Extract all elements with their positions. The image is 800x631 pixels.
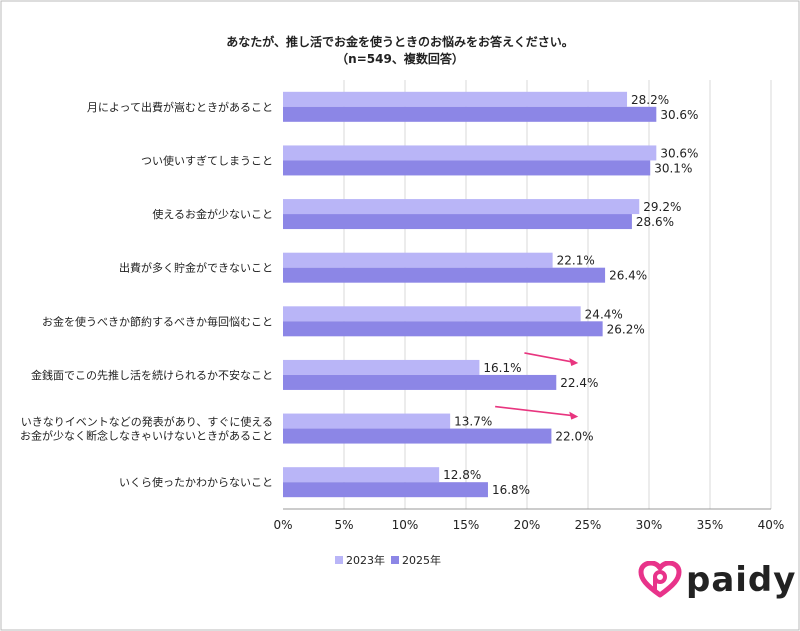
category-label-6-line-0: いきなりイベントなどの発表があり、すぐに使える xyxy=(21,415,273,429)
highlight-arrow-line-5 xyxy=(524,352,573,363)
bar-2023-3 xyxy=(283,252,553,268)
value-label-2023-3: 22.1% xyxy=(557,254,595,268)
bar-2025-1 xyxy=(283,160,651,176)
bar-2023-4 xyxy=(283,306,581,322)
chart-title: あなたが、推し活でお金を使うときのお悩みをお答えください。 xyxy=(226,35,574,49)
highlight-arrow-head-6 xyxy=(569,411,579,420)
value-label-2023-1: 30.6% xyxy=(660,146,698,160)
category-label-6-line-1: お金が少なく断念しなきゃいけないときがあること xyxy=(20,429,273,443)
category-label-2: 使えるお金が少ないこと xyxy=(152,207,273,221)
x-tick-label-15: 15% xyxy=(453,518,480,532)
category-label-1: つい使いすぎてしまうこと xyxy=(141,153,273,167)
value-label-2023-6: 13.7% xyxy=(454,415,492,429)
category-label-5: 金銭面でこの先推し活を続けられるか不安なこと xyxy=(31,368,273,382)
paidy-logo: paidy xyxy=(638,560,796,600)
legend-label-2025: 2025年 xyxy=(402,554,441,567)
legend-label-2023: 2023年 xyxy=(346,554,385,567)
x-tick-label-35: 35% xyxy=(697,518,724,532)
bar-2023-6 xyxy=(283,413,451,429)
highlight-arrow-head-5 xyxy=(569,357,579,366)
highlight-arrow-line-6 xyxy=(495,405,573,417)
value-label-2025-4: 26.2% xyxy=(607,322,645,336)
paidy-logo-text: paidy xyxy=(686,560,797,600)
value-label-2025-2: 28.6% xyxy=(636,215,674,229)
paidy-logo-icon xyxy=(638,561,682,598)
bar-2025-2 xyxy=(283,214,632,230)
value-label-2023-5: 16.1% xyxy=(483,361,521,375)
bar-2025-7 xyxy=(283,482,488,498)
chart-subtitle: （n=549、複数回答） xyxy=(336,52,464,66)
category-label-0: 月によって出費が嵩むときがあること xyxy=(87,100,273,114)
bar-2025-6 xyxy=(283,428,552,444)
value-label-2023-7: 12.8% xyxy=(443,468,481,482)
category-label-3: 出費が多く貯金ができないこと xyxy=(119,261,273,275)
bar-2025-4 xyxy=(283,321,603,337)
category-label-7: いくら使ったかわからないこと xyxy=(119,476,273,489)
value-label-2025-3: 26.4% xyxy=(609,269,647,283)
value-label-2023-4: 24.4% xyxy=(585,307,623,321)
value-label-2025-7: 16.8% xyxy=(492,483,530,497)
category-label-4: お金を使うべきか節約するべきか毎回悩むこと xyxy=(42,314,273,328)
legend-item-2023: 2023年 xyxy=(335,552,385,568)
value-label-2025-1: 30.1% xyxy=(654,161,692,175)
bar-2023-1 xyxy=(283,145,657,161)
bar-2025-5 xyxy=(283,374,557,390)
bar-2025-3 xyxy=(283,267,606,283)
bar-2023-7 xyxy=(283,467,440,483)
bar-2023-5 xyxy=(283,359,480,375)
x-tick-label-5: 5% xyxy=(334,518,353,532)
bar-2025-0 xyxy=(283,106,657,122)
value-label-2023-0: 28.2% xyxy=(631,93,669,107)
legend: 2023年 2025年 xyxy=(335,552,441,568)
x-tick-label-0: 0% xyxy=(273,518,292,532)
bar-2023-2 xyxy=(283,199,640,215)
value-label-2023-2: 29.2% xyxy=(643,200,681,214)
value-label-2025-5: 22.4% xyxy=(560,376,598,390)
legend-swatch-2023 xyxy=(335,556,343,564)
value-label-2025-6: 22.0% xyxy=(555,430,593,444)
legend-item-2025: 2025年 xyxy=(391,552,441,568)
legend-swatch-2025 xyxy=(391,556,399,564)
x-tick-label-25: 25% xyxy=(575,518,602,532)
x-tick-label-30: 30% xyxy=(636,518,663,532)
x-tick-label-40: 40% xyxy=(758,518,785,532)
x-tick-label-20: 20% xyxy=(514,518,541,532)
value-label-2025-0: 30.6% xyxy=(660,108,698,122)
x-tick-label-10: 10% xyxy=(392,518,419,532)
bar-2023-0 xyxy=(283,91,628,107)
